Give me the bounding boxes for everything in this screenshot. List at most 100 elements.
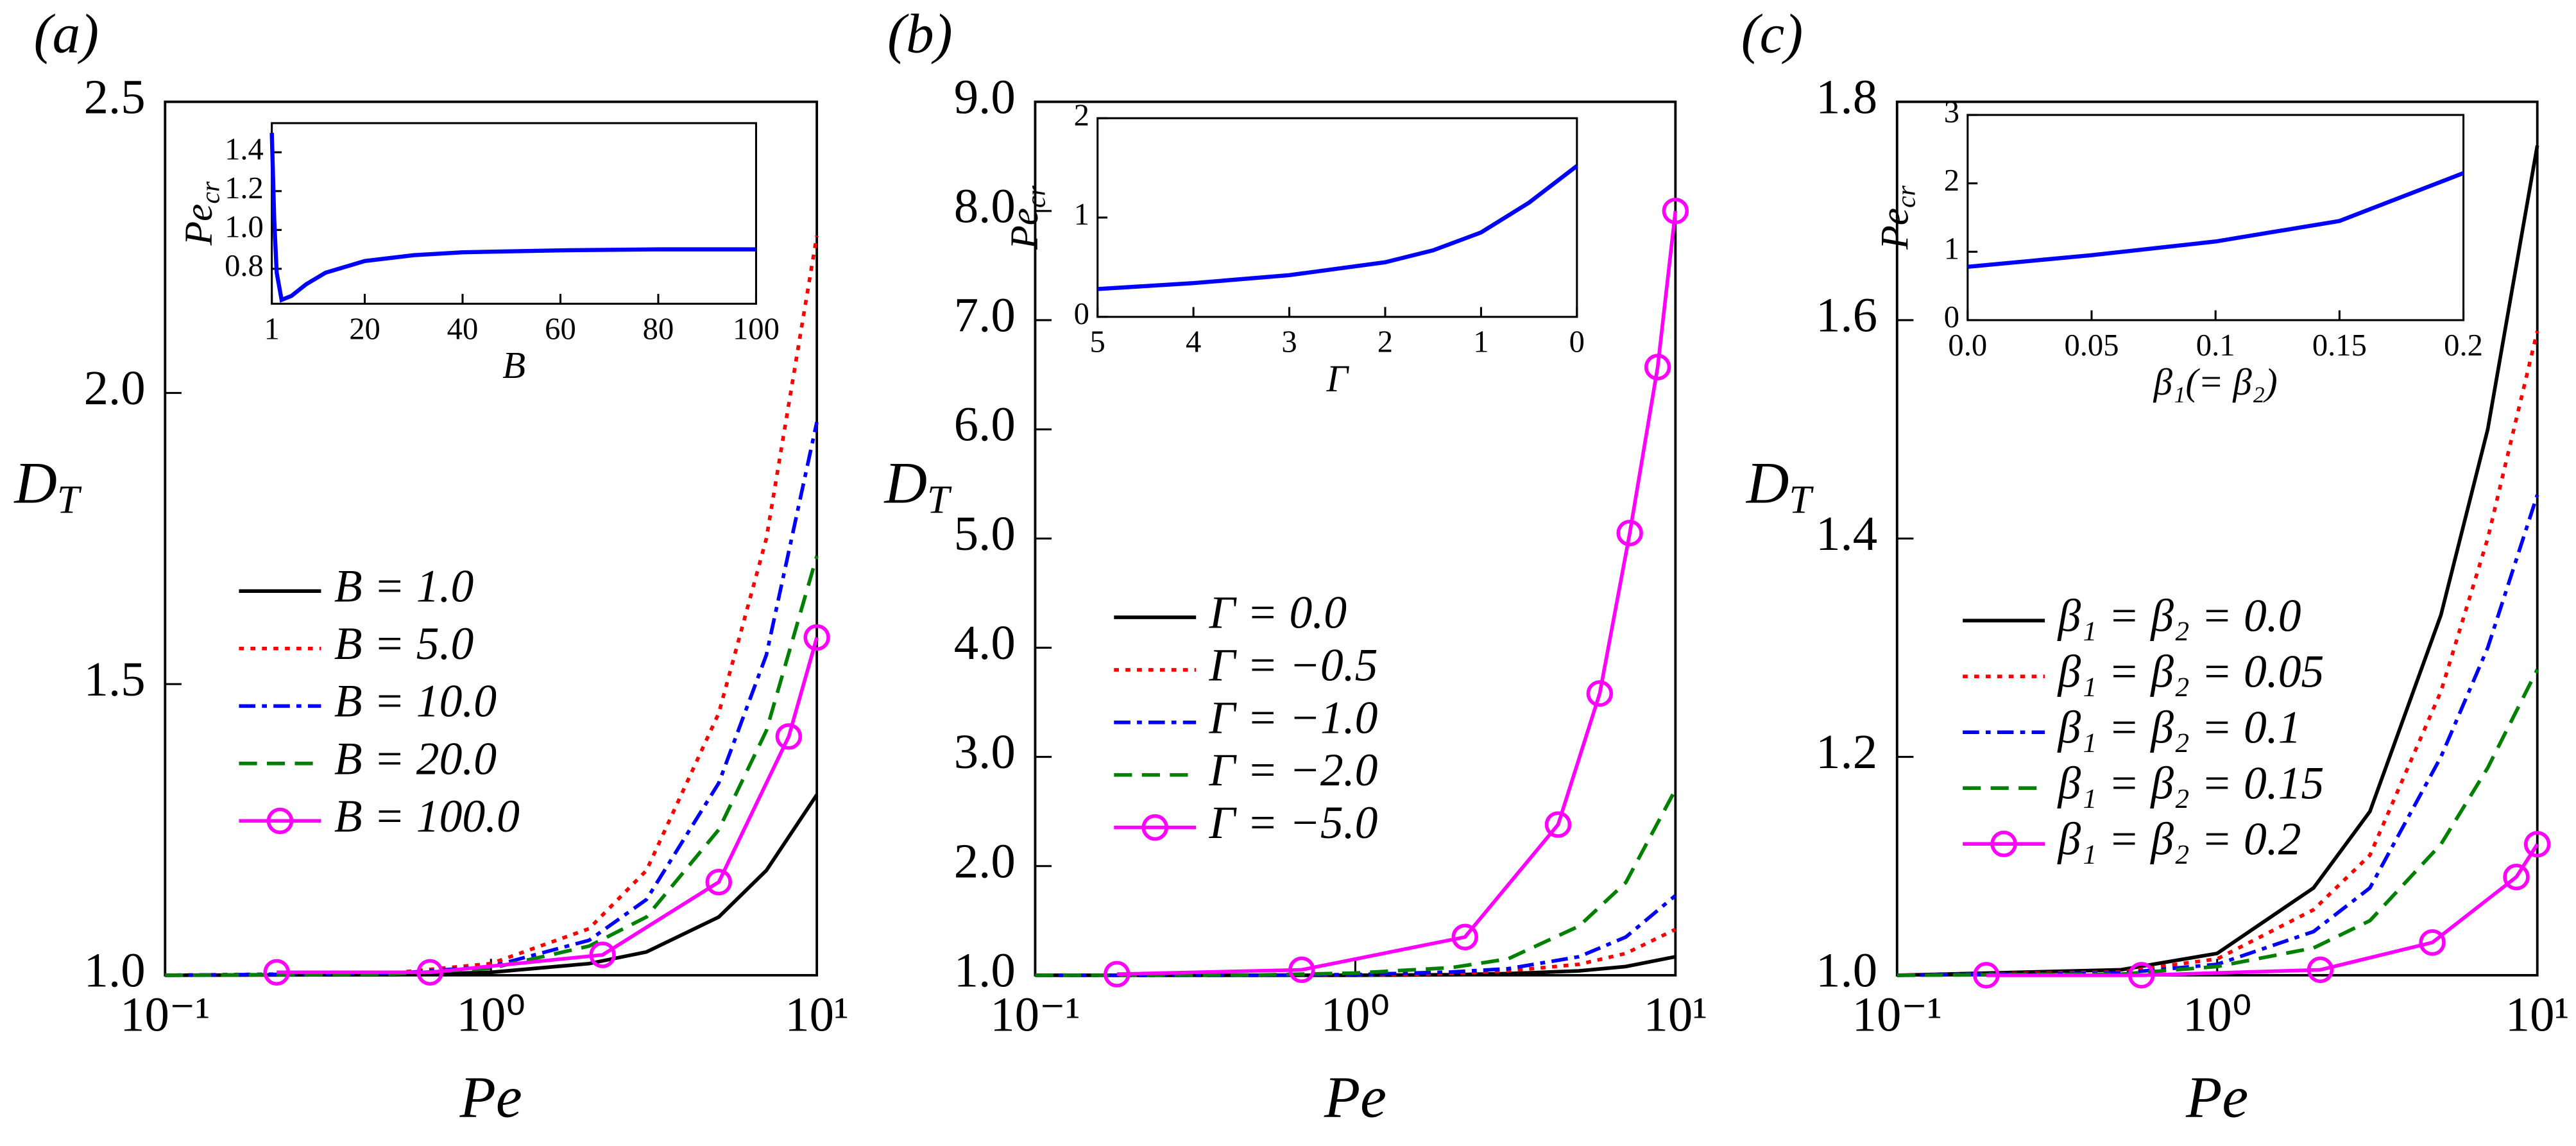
x-tick-label: 5 <box>1090 325 1105 359</box>
x-tick-label: 10⁰ <box>2183 988 2252 1042</box>
series-line <box>1035 894 1677 977</box>
x-tick-label: 0.2 <box>2444 328 2483 363</box>
series-line <box>1986 843 2539 977</box>
legend-label: B = 100.0 <box>334 791 520 842</box>
y-tick-label: 1.0 <box>84 943 146 998</box>
axis-label-sub: cr <box>1891 185 1921 209</box>
axis-label-main: D <box>1745 450 1789 516</box>
axis-label: DT <box>13 450 82 522</box>
series-line <box>277 637 819 975</box>
x-tick-label: 10¹ <box>2505 988 2570 1042</box>
axis-label-sub: cr <box>196 181 225 204</box>
x-tick-label: 2 <box>1378 325 1393 359</box>
axis-label-main: D <box>13 450 57 516</box>
y-tick-label: 1.5 <box>84 652 146 706</box>
series-marker <box>416 959 443 986</box>
y-tick-label: 1.8 <box>1816 69 1877 124</box>
y-tick-label: 1.4 <box>1816 506 1877 561</box>
y-tick-label: 1.0 <box>954 943 1016 998</box>
inset-x-label: B <box>502 345 525 386</box>
series-line <box>1116 210 1678 977</box>
axis-label-main: Pe <box>1873 208 1916 250</box>
y-tick-label: 1.0 <box>1816 943 1877 998</box>
series-marker <box>1544 811 1572 838</box>
series-line <box>1897 145 2539 977</box>
series-marker <box>2503 864 2530 891</box>
series-marker <box>1451 923 1478 951</box>
series-line <box>1897 330 2539 977</box>
axis-label: Pecr <box>177 181 225 246</box>
y-tick-label: 9.0 <box>954 69 1016 124</box>
y-tick-label: 8.0 <box>954 178 1016 233</box>
y-tick-label: 2.0 <box>954 834 1016 888</box>
x-tick-label: 10¹ <box>1643 988 1707 1042</box>
y-tick-label: 1.0 <box>225 210 264 244</box>
series-marker <box>1104 961 1130 988</box>
legend-label: Γ = −0.5 <box>1209 640 1378 690</box>
y-tick-label: 2 <box>1944 163 1959 198</box>
axis-label: DT <box>883 450 953 522</box>
axis-label: Pecr <box>1873 185 1921 250</box>
y-tick-label: 1 <box>1944 231 1959 266</box>
x-tick-label: 0.05 <box>2064 328 2119 363</box>
series-marker <box>775 723 803 750</box>
y-tick-label: 3 <box>1944 94 1959 129</box>
series-marker <box>1644 354 1671 381</box>
x-axis-label: Pe <box>1324 1065 1386 1130</box>
y-tick-label: 1.2 <box>1816 724 1877 779</box>
series-line <box>1097 164 1578 291</box>
y-tick-label: 2 <box>1074 98 1089 132</box>
legend-label: Γ = −2.0 <box>1209 745 1378 796</box>
y-tick-label: 3.0 <box>954 724 1016 779</box>
legend-marker <box>1141 814 1168 841</box>
y-tick-label: 0 <box>1944 300 1959 334</box>
legend-marker <box>1990 830 2017 857</box>
y-tick-label: 2.5 <box>84 69 146 124</box>
series-line <box>1967 171 2464 269</box>
legend-marker <box>266 807 294 835</box>
y-tick-label: 7.0 <box>954 288 1016 343</box>
series-line <box>1897 494 2539 977</box>
inset-frame <box>271 122 758 305</box>
axis-label-sub: cr <box>1021 185 1051 209</box>
series-marker <box>589 941 616 968</box>
series-line <box>165 555 819 977</box>
series-marker <box>263 959 290 986</box>
legend-label: β₁ = β₂ = 0.0 <box>2057 591 2301 642</box>
legend-label: β₁ = β₂ = 0.1 <box>2057 703 2301 753</box>
y-tick-label: 1.4 <box>225 132 264 166</box>
x-tick-label: 10⁰ <box>1321 988 1390 1042</box>
axis-label: Pecr <box>1003 185 1051 250</box>
series-line <box>269 132 756 303</box>
x-axis-label: Pe <box>2185 1065 2248 1130</box>
inset-frame <box>1966 114 2465 321</box>
panel-label: (c) <box>1741 2 1804 64</box>
x-tick-label: 0.15 <box>2312 328 2367 363</box>
axis-label-sub: T <box>57 477 82 522</box>
legend-label: β₁ = β₂ = 0.15 <box>2057 758 2324 809</box>
y-tick-label: 0.8 <box>225 248 264 283</box>
x-tick-label: 1 <box>264 311 279 346</box>
x-tick-label: 0.1 <box>2196 328 2235 363</box>
y-tick-label: 5.0 <box>954 506 1016 561</box>
series-marker <box>2523 830 2551 858</box>
y-tick-label: 4.0 <box>954 615 1016 670</box>
series-marker <box>1586 680 1614 707</box>
legend-label: β₁ = β₂ = 0.05 <box>2057 647 2324 697</box>
legend-label: Γ = 0.0 <box>1209 588 1347 638</box>
x-tick-label: 10⁻¹ <box>1852 988 1942 1042</box>
x-tick-label: 10⁰ <box>456 988 525 1042</box>
x-tick-label: 20 <box>349 311 380 346</box>
y-tick-label: 1.6 <box>1816 288 1877 343</box>
x-tick-label: 10⁻¹ <box>990 988 1080 1042</box>
x-tick-label: 100 <box>733 311 780 346</box>
legend-label: B = 20.0 <box>334 733 497 784</box>
series-marker <box>1288 956 1315 984</box>
legend-label: B = 1.0 <box>334 561 473 612</box>
x-tick-label: 10⁻¹ <box>120 988 210 1042</box>
x-tick-label: 0 <box>1569 325 1585 359</box>
series-marker <box>2419 929 2446 956</box>
axis-label: DT <box>1745 450 1814 522</box>
panel-label: (a) <box>34 2 99 64</box>
